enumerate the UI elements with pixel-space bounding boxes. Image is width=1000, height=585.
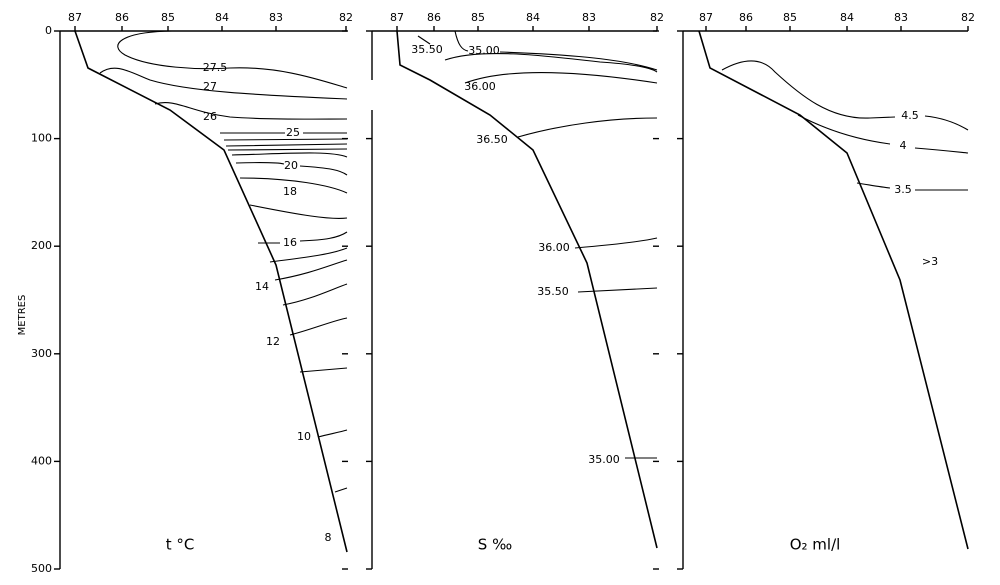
y-axis-label: METRES <box>17 295 28 336</box>
station-label: 82 <box>339 11 353 24</box>
contour-label: 14 <box>255 280 269 293</box>
contour-label: 36.00 <box>538 241 570 254</box>
station-label: 84 <box>526 11 540 24</box>
contour-label: 25 <box>286 126 300 139</box>
station-label: 86 <box>739 11 753 24</box>
contour-label: >3 <box>922 255 938 268</box>
contour-label: 35.50 <box>411 43 443 56</box>
station-label: 82 <box>961 11 975 24</box>
contour-label: 27 <box>203 80 217 93</box>
station-label: 85 <box>161 11 175 24</box>
station-label: 86 <box>427 11 441 24</box>
contour-label: 8 <box>325 531 332 544</box>
contour-label: 35.00 <box>468 44 500 57</box>
contour-label: 4 <box>900 139 907 152</box>
station-label: 86 <box>115 11 129 24</box>
temperature-contours <box>99 30 348 493</box>
contour-label: 10 <box>297 430 311 443</box>
contour-label: 20 <box>284 159 298 172</box>
contour-label: 35.50 <box>537 285 569 298</box>
station-label: 84 <box>215 11 229 24</box>
contour-label: 36.50 <box>476 133 508 146</box>
y-tick-label: 0 <box>45 24 52 37</box>
frames <box>59 30 968 569</box>
contour-label: 16 <box>283 236 297 249</box>
station-label: 87 <box>699 11 713 24</box>
seabed-profile <box>74 30 348 553</box>
station-label: 83 <box>894 11 908 24</box>
oxygen-contours <box>721 60 969 191</box>
y-tick-label: 300 <box>31 347 52 360</box>
station-label: 87 <box>68 11 82 24</box>
station-label: 84 <box>840 11 854 24</box>
seabed-profile <box>698 30 969 550</box>
seabed-profile <box>396 30 658 549</box>
salinity-contours <box>417 30 658 459</box>
contour-label: 4.5 <box>901 109 919 122</box>
contour-label: 18 <box>283 185 297 198</box>
contour-label: 36.00 <box>464 80 496 93</box>
panel-3-frame <box>682 30 968 569</box>
panel-1-frame <box>59 30 347 569</box>
station-label: 85 <box>783 11 797 24</box>
station-label: 87 <box>390 11 404 24</box>
contour-label: 27.5 <box>203 61 228 74</box>
panel-label: S ‰ <box>478 536 512 554</box>
contour-label: 26 <box>203 110 217 123</box>
station-label: 85 <box>471 11 485 24</box>
station-label: 82 <box>650 11 664 24</box>
panel-label: O₂ ml/l <box>790 536 841 554</box>
station-label: 83 <box>582 11 596 24</box>
y-tick-label: 500 <box>31 562 52 575</box>
y-tick-label: 400 <box>31 454 52 467</box>
contour-label: 12 <box>266 335 280 348</box>
y-tick-label: 200 <box>31 239 52 252</box>
contour-label: 3.5 <box>894 183 912 196</box>
y-tick-label: 100 <box>31 132 52 145</box>
contour-label: 35.00 <box>588 453 620 466</box>
station-label: 83 <box>269 11 283 24</box>
panel-2-frame <box>371 30 657 569</box>
panel-label: t °C <box>166 536 195 554</box>
